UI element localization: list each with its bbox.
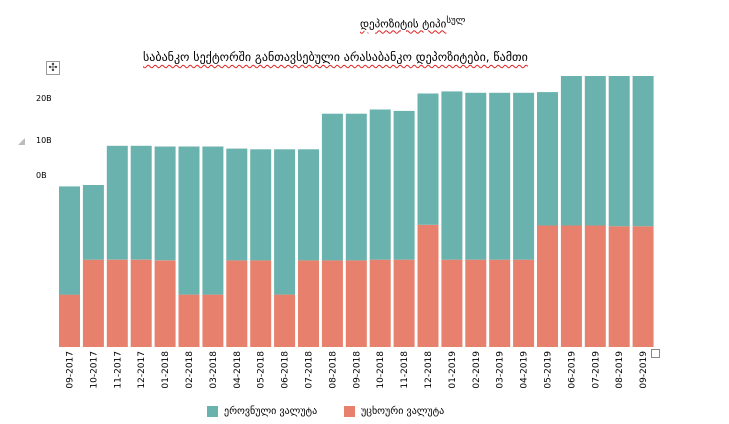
x-tick-label: 08-2018	[328, 351, 338, 389]
bar-foreign-12-2017[interactable]	[130, 259, 152, 347]
bar-foreign-03-2018[interactable]	[202, 294, 224, 347]
bar-national-01-2019[interactable]	[441, 91, 463, 260]
x-tick-label: 12-2017	[137, 351, 147, 389]
bar-national-06-2018[interactable]	[274, 149, 296, 295]
bar-foreign-07-2018[interactable]	[298, 260, 319, 347]
legend-swatch-national	[207, 406, 218, 417]
bar-foreign-08-2018[interactable]	[321, 260, 343, 347]
bar-national-11-2017[interactable]	[106, 145, 128, 260]
x-tick-label: 02-2018	[185, 351, 195, 389]
chart-title: საბანკო სექტორში განთავსებული არასაბანკო…	[143, 50, 528, 64]
bar-foreign-11-2018[interactable]	[393, 259, 415, 347]
bar-national-06-2019[interactable]	[560, 76, 582, 226]
bar-national-09-2019[interactable]	[632, 76, 654, 227]
legend-swatch-foreign	[344, 406, 355, 417]
bar-national-10-2017[interactable]	[82, 185, 104, 260]
x-tick-label: 09-2018	[352, 351, 362, 389]
x-tick-label: 09-2017	[66, 351, 76, 389]
bar-foreign-10-2017[interactable]	[82, 259, 104, 347]
bar-national-12-2018[interactable]	[417, 93, 439, 225]
bar-national-02-2019[interactable]	[465, 92, 487, 260]
y-tick-label: 0B	[36, 171, 47, 180]
x-tick-label: 12-2018	[424, 351, 434, 389]
header-title-sup: სულ	[446, 16, 466, 26]
x-tick-label: 02-2019	[472, 351, 482, 389]
bar-national-03-2018[interactable]	[202, 146, 224, 295]
x-tick-label: 01-2018	[161, 351, 171, 389]
bar-national-09-2017[interactable]	[59, 186, 80, 295]
bar-national-08-2018[interactable]	[321, 113, 343, 261]
x-tick-label: 11-2017	[113, 351, 123, 389]
legend-label-national: ეროვნული ვალუტა	[224, 406, 318, 417]
x-tick-label: 07-2019	[591, 351, 601, 389]
header-title-text: დეპოზიტის ტიპი	[360, 17, 447, 31]
legend-label-foreign: უცხოური ვალუტა	[361, 406, 445, 417]
bar-foreign-10-2018[interactable]	[369, 259, 391, 347]
bar-foreign-05-2018[interactable]	[250, 260, 272, 347]
y-tick-label: 20B	[36, 94, 52, 103]
y-tick-labels-group: 20B 10B 0B	[36, 94, 52, 180]
bars-group	[59, 76, 654, 347]
legend-item-national[interactable]: ეროვნული ვალუტა	[207, 406, 317, 417]
x-tick-label: 10-2017	[89, 351, 99, 389]
bar-foreign-01-2018[interactable]	[154, 260, 176, 347]
x-tick-label: 05-2019	[544, 351, 554, 389]
x-tick-label: 10-2018	[376, 351, 386, 389]
bar-foreign-03-2019[interactable]	[489, 259, 511, 347]
x-tick-label: 06-2019	[567, 351, 577, 389]
x-tick-label: 06-2018	[281, 351, 291, 389]
move-handle-icon[interactable]: ✣	[46, 61, 60, 75]
bar-foreign-06-2019[interactable]	[560, 225, 582, 348]
bar-foreign-06-2018[interactable]	[274, 294, 296, 347]
bar-national-09-2018[interactable]	[345, 113, 367, 261]
resize-handle-icon[interactable]	[651, 349, 660, 358]
x-tick-label: 03-2018	[209, 351, 219, 389]
bar-foreign-07-2019[interactable]	[584, 225, 606, 348]
bar-national-04-2019[interactable]	[513, 92, 535, 260]
bar-foreign-09-2019[interactable]	[632, 226, 654, 347]
bar-national-08-2019[interactable]	[608, 76, 630, 227]
x-tick-label: 01-2019	[448, 351, 458, 389]
y-tick-label: 10B	[36, 136, 52, 145]
bar-national-07-2018[interactable]	[298, 149, 319, 261]
bar-foreign-02-2019[interactable]	[465, 259, 487, 347]
bar-national-07-2019[interactable]	[584, 76, 606, 226]
bar-foreign-04-2018[interactable]	[226, 260, 248, 347]
x-tick-label: 04-2019	[520, 351, 530, 389]
bar-foreign-01-2019[interactable]	[441, 259, 463, 347]
x-tick-label: 07-2018	[305, 351, 315, 389]
bar-foreign-12-2018[interactable]	[417, 224, 439, 347]
bar-foreign-04-2019[interactable]	[513, 259, 535, 347]
x-tick-label: 04-2018	[233, 351, 243, 389]
bar-foreign-08-2019[interactable]	[608, 226, 630, 347]
bar-national-03-2019[interactable]	[489, 92, 511, 260]
bar-foreign-09-2017[interactable]	[59, 294, 80, 347]
bar-national-10-2018[interactable]	[369, 109, 391, 260]
x-tick-label: 09-2019	[639, 351, 649, 389]
x-tick-label: 05-2018	[257, 351, 267, 389]
bar-foreign-11-2017[interactable]	[106, 259, 128, 347]
legend-item-foreign[interactable]: უცხოური ვალუტა	[344, 406, 444, 417]
bar-national-12-2017[interactable]	[130, 145, 152, 260]
bar-national-05-2018[interactable]	[250, 149, 272, 261]
x-tick-label: 11-2018	[400, 351, 410, 389]
bar-foreign-09-2018[interactable]	[345, 260, 367, 347]
bar-foreign-02-2018[interactable]	[178, 294, 200, 347]
bar-national-05-2019[interactable]	[537, 92, 558, 226]
x-tick-label: 08-2019	[615, 351, 625, 389]
bar-foreign-05-2019[interactable]	[537, 225, 558, 348]
bar-national-02-2018[interactable]	[178, 146, 200, 295]
x-tick-labels-group: 09-2017 10-2017 11-2017 12-2017 01-2018 02-20…	[66, 351, 650, 389]
x-tick-label: 03-2019	[496, 351, 506, 389]
bar-national-01-2018[interactable]	[154, 146, 176, 261]
bar-national-04-2018[interactable]	[226, 148, 248, 261]
bar-national-11-2018[interactable]	[393, 110, 415, 260]
header-title: დეპოზიტის ტიპისულ	[360, 16, 465, 31]
collapse-triangle-icon[interactable]	[18, 138, 25, 145]
